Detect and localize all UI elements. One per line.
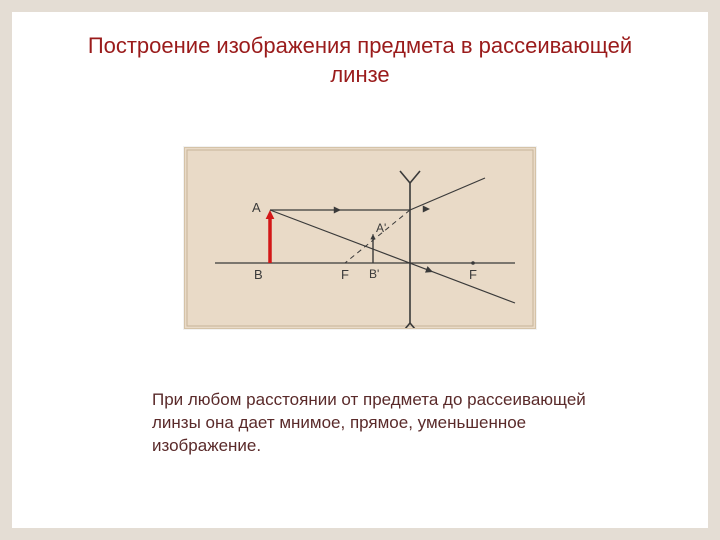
- svg-text:A: A: [252, 200, 261, 215]
- slide: Построение изображения предмета в рассеи…: [12, 12, 708, 528]
- page-background: Построение изображения предмета в рассеи…: [0, 0, 720, 540]
- svg-text:F: F: [469, 267, 477, 282]
- slide-title: Построение изображения предмета в рассеи…: [82, 32, 638, 89]
- svg-text:A': A': [376, 221, 386, 235]
- lens-ray-diagram: A B A' B' F F: [184, 147, 536, 329]
- svg-text:B: B: [254, 267, 263, 282]
- slide-caption: При любом расстоянии от предмета до расс…: [152, 389, 618, 458]
- svg-text:F: F: [341, 267, 349, 282]
- svg-text:B': B': [369, 267, 379, 281]
- diagram-container: A B A' B' F F: [42, 147, 678, 329]
